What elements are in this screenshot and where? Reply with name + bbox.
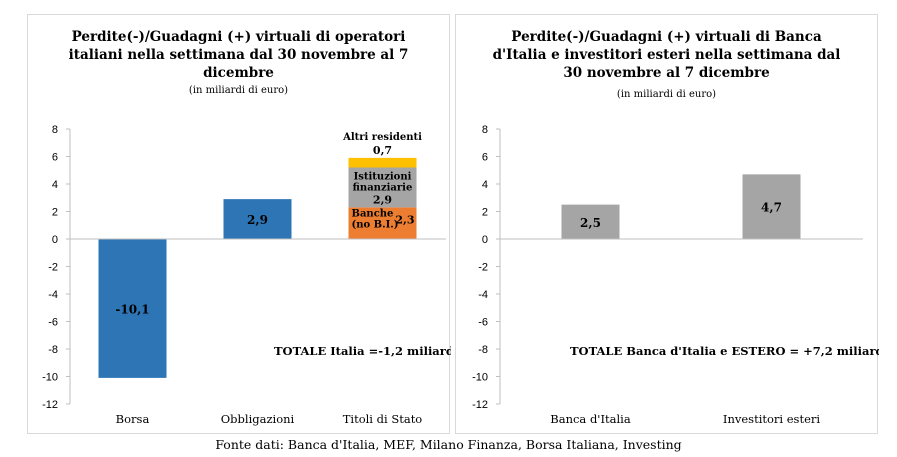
data-label: 2,3 [395,213,414,226]
data-label: 0,7 [373,144,392,157]
x-tick-label: Obbligazioni [221,412,295,426]
chart-title: Perdite(-)/Guadagni (+) virtuali di Banc… [492,29,841,81]
segment-name-line: (no B.I.) [352,219,399,230]
y-tick-label: -12 [472,399,488,411]
bar-banca-d-italia [561,204,620,239]
stack-segment-altri-residenti [348,157,417,168]
x-tick-label: Investitori esteri [723,412,820,426]
chart-plot-estero: 8 6 4 2 0 -2 -4 -6 -8 -10 -12 2,5 4,7 Banca d'Italia I… [472,124,879,426]
bar-obbligazioni [223,199,292,239]
y-tick-label: 2 [482,207,488,219]
y-tick-label: 8 [482,124,488,136]
y-tick-label: -10 [472,372,488,384]
total-annotation: TOTALE Banca d'Italia e ESTERO = +7,2 mi… [570,344,879,358]
y-tick-label: 8 [52,124,58,136]
y-tick-label: 4 [52,179,58,191]
segment-name-line: Altri residenti [342,132,422,143]
x-tick-label: Titoli di Stato [343,412,423,426]
y-tick-label: -2 [48,262,58,274]
y-tick-label: -8 [48,344,58,356]
data-label: -10,1 [115,302,149,316]
y-tick-label: 6 [52,152,58,164]
y-tick-label: -12 [42,399,58,411]
chart-panel-estero: Perdite(-)/Guadagni (+) virtuali di Banc… [455,14,879,434]
segment-name-line: Istituzioni [354,172,412,183]
chart-unit: (in miliardi di euro) [616,89,717,100]
segment-name-line: finanziarie [353,183,413,194]
y-tick-label: -10 [42,372,58,384]
y-tick-label: -8 [478,344,488,356]
x-tick-label: Banca d'Italia [550,412,631,426]
chart-title: Perdite(-)/Guadagni (+) virtuali di oper… [68,29,409,81]
chart-unit: (in miliardi di euro) [188,85,289,96]
data-label: 2,9 [373,194,392,207]
y-tick-label: -6 [48,317,58,329]
data-label: 2,9 [247,213,268,227]
y-tick-label: 4 [482,179,488,191]
y-tick-label: -6 [478,317,488,329]
data-label: 2,5 [580,216,601,230]
y-tick-label: -4 [48,289,58,301]
chart-panel-italia: Perdite(-)/Guadagni (+) virtuali di oper… [27,14,451,434]
segment-name-line: Banche [352,208,394,219]
y-tick-label: -4 [478,289,488,301]
y-tick-label: 0 [482,234,488,246]
y-tick-label: 2 [52,207,58,219]
source-note: Fonte dati: Banca d'Italia, MEF, Milano … [215,437,682,452]
bar-borsa [98,239,167,378]
y-tick-label: 0 [52,234,58,246]
stack-segment-istituzioni-finanziarie [348,167,417,208]
y-tick-label: -2 [478,262,488,274]
total-annotation: TOTALE Italia =-1,2 miliardi [274,344,451,358]
bar-investitori-esteri [742,174,801,239]
data-label: 4,7 [761,201,782,215]
y-tick-label: 6 [482,152,488,164]
stack-segment-banche-no-b-i- [348,207,417,239]
x-tick-label: Borsa [116,412,150,426]
